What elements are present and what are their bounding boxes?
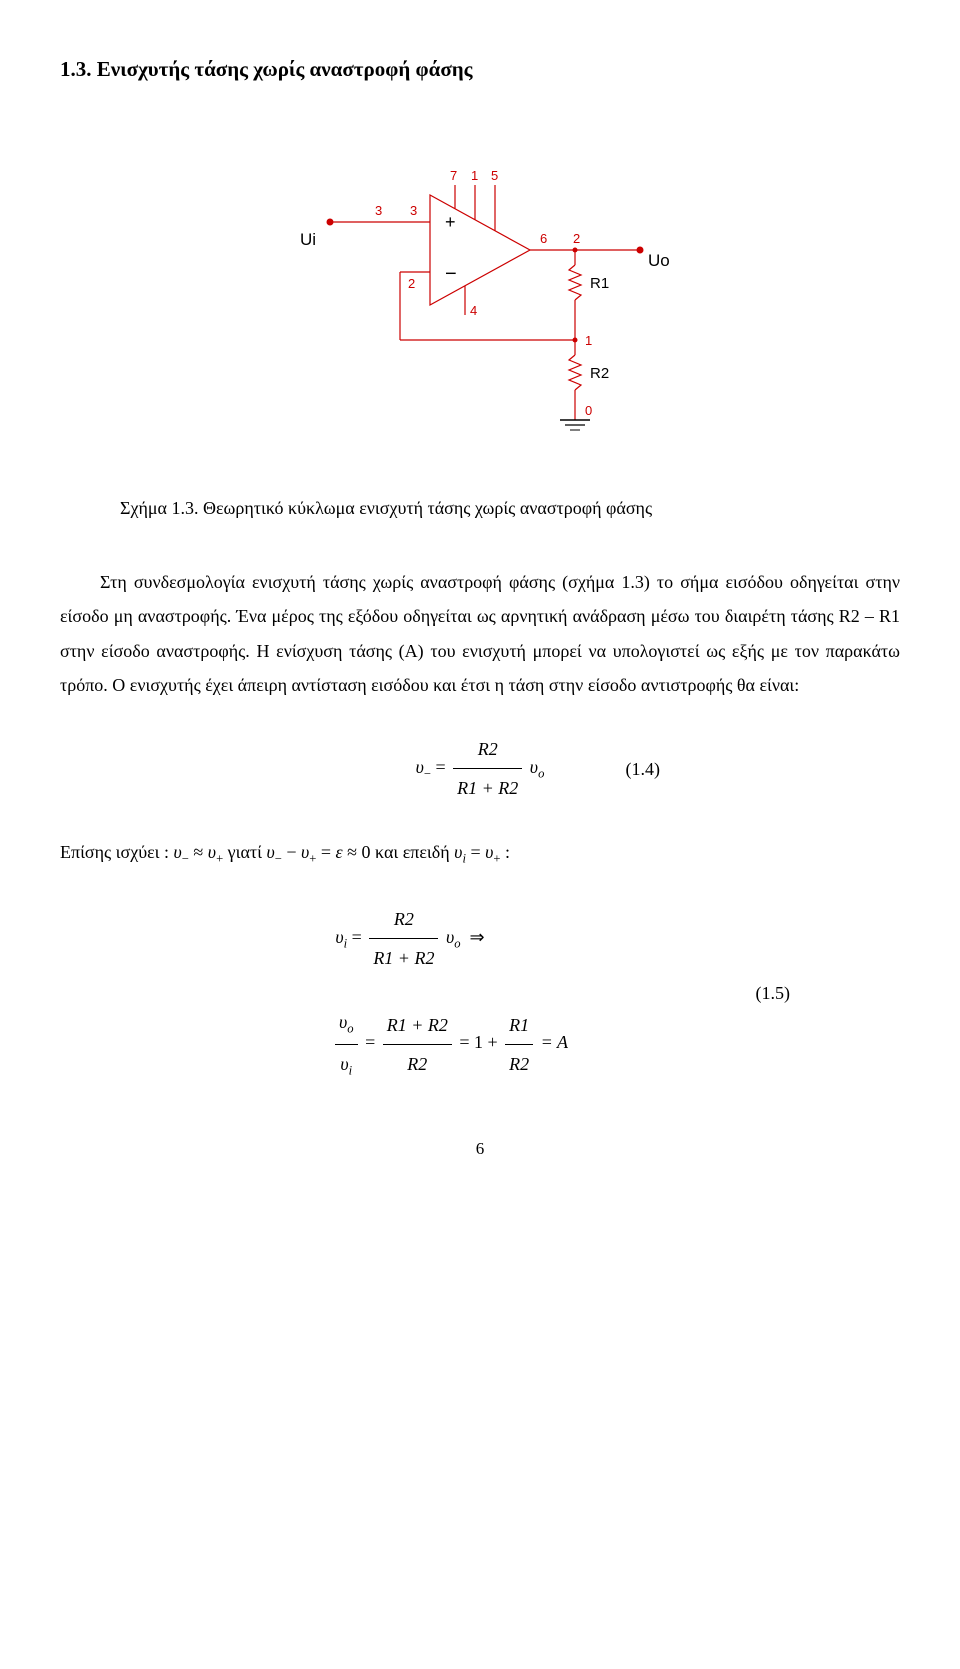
pin-7-label: 7 xyxy=(450,168,457,183)
pin-1-label: 1 xyxy=(471,168,478,183)
eq1-rhs: υ xyxy=(530,757,538,777)
eq2r1-ls: i xyxy=(344,936,348,950)
l2-eq: = xyxy=(321,842,331,862)
l2-b2s: + xyxy=(309,852,316,866)
l2-b1: υ xyxy=(266,842,274,862)
eq1-eq: = xyxy=(436,757,446,777)
eq2-label: (1.5) xyxy=(756,976,791,1010)
eq2r2-lfrac: υo υi xyxy=(335,1005,358,1083)
eq2r1-after: ⇒ xyxy=(470,927,485,947)
eq2r2-f2den: R2 xyxy=(383,1045,452,1081)
r2-resistor xyxy=(569,355,581,390)
eq2r2-eq: = xyxy=(365,1032,375,1052)
ui-node xyxy=(327,218,334,225)
l2-approx: ≈ xyxy=(193,842,203,862)
section-heading: 1.3. Ενισχυτής τάσης χωρίς αναστροφή φάσ… xyxy=(60,50,900,90)
l2-b1s: − xyxy=(275,852,282,866)
eq2r2-f3: R1 R2 xyxy=(505,1008,533,1081)
eq1-frac: R2 R1 + R2 xyxy=(453,732,522,805)
pin-6-label: 6 xyxy=(540,231,547,246)
eq2r1-rs: o xyxy=(454,936,460,950)
eq1-lhs: υ xyxy=(416,757,424,777)
l2-c2s: + xyxy=(493,852,500,866)
l2-c1s: i xyxy=(462,852,466,866)
eq2r1-r: υ xyxy=(446,927,454,947)
l2-a2: υ xyxy=(208,842,216,862)
eq1-num: R2 xyxy=(453,732,522,769)
eq2r2-eq2: = 1 + xyxy=(459,1032,497,1052)
eq2-row1: υi = R2 R1 + R2 υo ⇒ xyxy=(0,902,900,975)
eq2r1-num: R2 xyxy=(369,902,438,939)
eq2r2-den1s: i xyxy=(349,1063,353,1077)
l2-zero: 0 xyxy=(362,842,371,862)
eq2r1-frac: R2 R1 + R2 xyxy=(369,902,438,975)
eq2r2-den1: υ xyxy=(340,1054,348,1074)
pin-5-label: 5 xyxy=(491,168,498,183)
uo-label: Uo xyxy=(648,251,670,270)
eq2r2-f2: R1 + R2 R2 xyxy=(383,1008,452,1081)
circuit-diagram: + − 7 1 5 4 3 3 Ui 2 6 2 Uo R1 1 xyxy=(60,130,900,461)
plus-sign: + xyxy=(445,212,456,232)
eq2r1-eq: = xyxy=(352,927,362,947)
pin-2-label: 2 xyxy=(408,276,415,291)
page-number: 6 xyxy=(60,1133,900,1165)
l2-mid: γιατί xyxy=(228,842,267,862)
pin-4-label: 4 xyxy=(470,303,477,318)
r1-resistor xyxy=(569,265,581,300)
body-paragraph: Στη συνδεσμολογία ενισχυτή τάσης χωρίς α… xyxy=(60,565,900,702)
l2-tail: και επειδή xyxy=(375,842,454,862)
r1-label: R1 xyxy=(590,275,609,292)
equation-1-4: υ− = R2 R1 + R2 υo (1.4) xyxy=(60,732,900,805)
pin-3-left-label: 3 xyxy=(375,203,382,218)
eq2r2-num1s: o xyxy=(347,1022,353,1036)
figure-caption: Σχήμα 1.3. Θεωρητικό κύκλωμα ενισχυτή τά… xyxy=(120,491,900,525)
l2-prefix: Επίσης ισχύει : xyxy=(60,842,174,862)
node-2-label: 2 xyxy=(573,231,580,246)
pin-3-right-label: 3 xyxy=(410,203,417,218)
eq2-row2: υo υi = R1 + R2 R2 = 1 + R1 R2 = A xyxy=(0,1005,900,1083)
l2-eps: ε xyxy=(336,842,343,862)
l2-a1: υ xyxy=(174,842,182,862)
node-0-label: 0 xyxy=(585,403,592,418)
minus-sign: − xyxy=(445,263,457,285)
l2-eq2: = xyxy=(470,842,480,862)
inline-reasoning: Επίσης ισχύει : υ− ≈ υ+ γιατί υ− − υ+ = … xyxy=(60,835,900,872)
l2-colon: : xyxy=(505,842,510,862)
eq1-label: (1.4) xyxy=(626,752,661,786)
eq2r1-den: R1 + R2 xyxy=(369,939,438,975)
ui-label: Ui xyxy=(300,230,316,249)
eq1-den: R1 + R2 xyxy=(453,769,522,805)
eq1-lhs-sub: − xyxy=(424,766,431,780)
uo-node xyxy=(637,246,644,253)
opamp-circuit-svg: + − 7 1 5 4 3 3 Ui 2 6 2 Uo R1 1 xyxy=(250,130,710,450)
node-1-label: 1 xyxy=(585,333,592,348)
eq2r2-f3num: R1 xyxy=(505,1008,533,1045)
eq2r2-f3den: R2 xyxy=(505,1045,533,1081)
equation-1-5: υi = R2 R1 + R2 υo ⇒ υo υi = R1 + R2 R2 … xyxy=(60,902,900,1083)
eq2r2-eq3: = A xyxy=(541,1032,568,1052)
r2-label: R2 xyxy=(590,365,609,382)
eq1-rhs-sub: o xyxy=(538,766,544,780)
eq2r2-f2num: R1 + R2 xyxy=(383,1008,452,1045)
l2-a2s: + xyxy=(216,852,223,866)
l2-minus: − xyxy=(286,842,296,862)
l2-approx2: ≈ xyxy=(347,842,357,862)
l2-a1s: − xyxy=(182,852,189,866)
eq2r1-l: υ xyxy=(335,927,343,947)
